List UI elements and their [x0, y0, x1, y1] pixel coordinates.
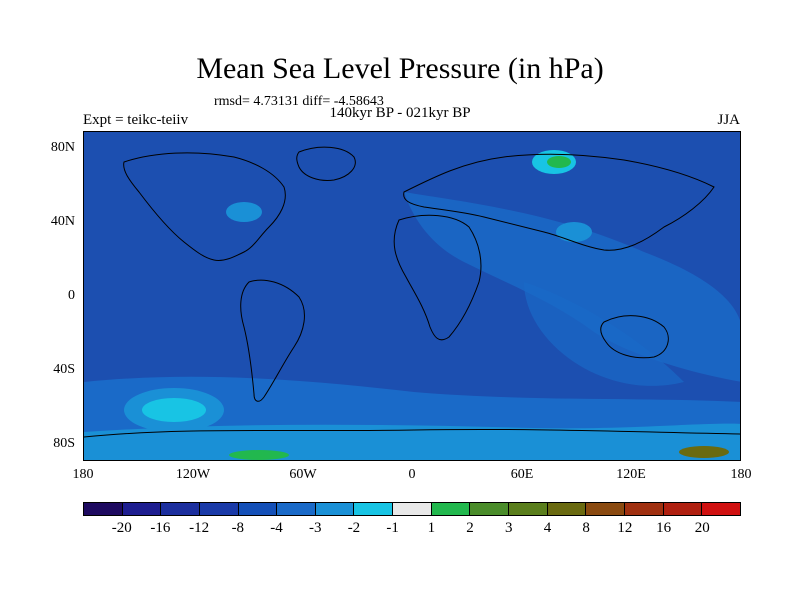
colorbar-label: 2	[466, 520, 474, 536]
colorbar-swatch	[354, 503, 394, 515]
eurasia-coast	[403, 153, 715, 251]
colorbar-swatch	[393, 503, 432, 515]
colorbar-swatch	[315, 503, 355, 515]
colorbar-label: -8	[231, 520, 245, 536]
coastlines	[84, 146, 740, 438]
colorbar-label: -1	[386, 520, 399, 536]
anomaly-north-america	[226, 202, 262, 222]
lon-label-120w: 120W	[175, 467, 211, 482]
lat-label-0: 0	[68, 288, 75, 303]
colorbar-swatch	[122, 503, 162, 515]
lat-label-40s: 40S	[53, 362, 75, 377]
colorbar-label: 8	[582, 520, 590, 536]
experiment-label: Expt = teikc-teiiv	[83, 112, 189, 128]
lon-label-180e: 180	[730, 467, 752, 482]
north-america-coast	[123, 152, 286, 261]
africa-coast	[393, 214, 482, 341]
anomaly-central-asia	[556, 222, 592, 242]
colorbar-label: 3	[505, 520, 513, 536]
anomaly-band-east	[404, 192, 740, 382]
map-svg	[84, 132, 740, 460]
colorbar-swatch	[161, 503, 200, 515]
colorbar-label: -3	[308, 520, 322, 536]
colorbar-label: -12	[189, 520, 210, 536]
colorbar-swatch	[431, 503, 471, 515]
colorbar-swatch	[509, 503, 548, 515]
colorbar-swatch	[238, 503, 278, 515]
antarctica-coast	[84, 428, 740, 438]
colorbar-label: -4	[270, 520, 283, 536]
south-america-coast	[240, 279, 305, 402]
colorbar-swatch	[199, 503, 239, 515]
season-label: JJA	[717, 112, 740, 128]
colorbar	[83, 502, 741, 516]
lat-label-40n: 40N	[50, 214, 75, 229]
australia-coast	[600, 315, 669, 359]
map-title: Mean Sea Level Pressure (in hPa)	[196, 52, 604, 85]
lon-label-0: 0	[408, 467, 416, 482]
colorbar-label: 12	[617, 520, 633, 536]
anomaly-south-pacific-core	[142, 398, 206, 422]
lon-label-180w: 180	[72, 467, 94, 482]
anomaly-antarctic-west	[229, 450, 289, 460]
colorbar-label: -20	[111, 520, 132, 536]
lon-label-60e: 60E	[510, 467, 534, 482]
subtitle: 140kyr BP - 021kyr BP	[329, 105, 471, 121]
lat-label-80s: 80S	[53, 436, 75, 451]
colorbar-swatch	[277, 503, 316, 515]
colorbar-label: 20	[694, 520, 710, 536]
stats-text: rmsd= 4.73131 diff= -4.58643	[214, 94, 384, 109]
antarctic-band	[84, 423, 740, 460]
anomaly-siberia-core	[547, 156, 571, 168]
map-panel	[83, 131, 741, 461]
lat-label-80n: 80N	[50, 140, 75, 155]
colorbar-swatch	[547, 503, 587, 515]
anomaly-antarctic-east	[679, 446, 729, 458]
colorbar-label: 1	[427, 520, 436, 536]
colorbar-label: -16	[150, 520, 171, 536]
colorbar-label: 4	[543, 520, 552, 536]
lon-label-120e: 120E	[616, 467, 646, 482]
colorbar-swatch	[84, 503, 123, 515]
colorbar-swatch	[624, 503, 664, 515]
colorbar-label: 16	[656, 520, 672, 536]
lon-label-60w: 60W	[289, 467, 317, 482]
colorbar-swatch	[586, 503, 625, 515]
greenland-coast	[296, 146, 356, 181]
colorbar-swatch	[663, 503, 703, 515]
colorbar-swatch	[702, 503, 740, 515]
colorbar-label: -2	[347, 520, 361, 536]
colorbar-swatch	[470, 503, 510, 515]
anomaly-band-indian	[524, 282, 684, 386]
